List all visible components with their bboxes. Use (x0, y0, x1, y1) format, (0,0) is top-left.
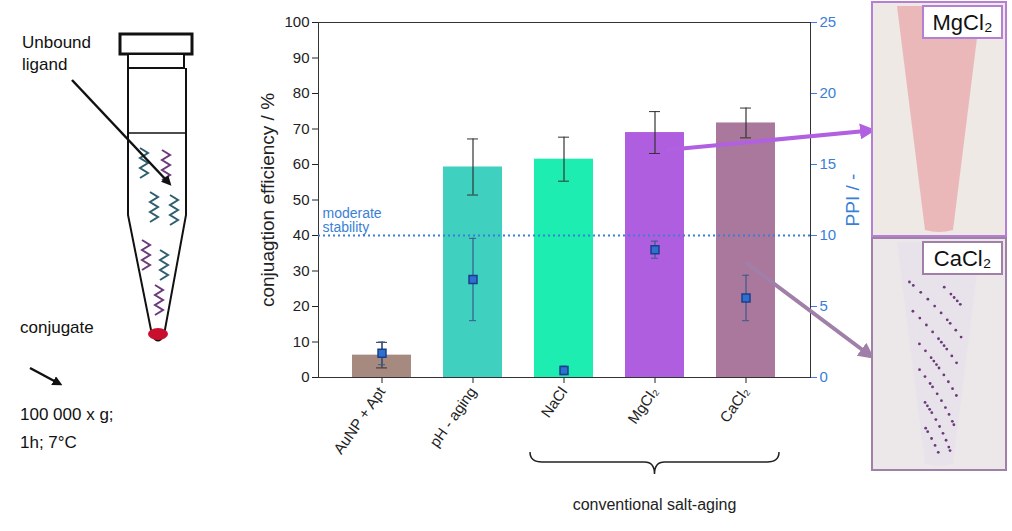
svg-text:MgCl₂: MgCl₂ (933, 10, 993, 35)
svg-text:5: 5 (820, 297, 828, 314)
svg-text:60: 60 (293, 155, 310, 172)
svg-text:90: 90 (293, 49, 310, 66)
svg-text:10: 10 (820, 226, 837, 243)
svg-text:100: 100 (284, 13, 309, 30)
svg-text:CaCl₂: CaCl₂ (716, 383, 752, 425)
svg-text:PPI / -: PPI / - (842, 174, 863, 227)
svg-text:40: 40 (293, 226, 310, 243)
svg-text:100 000 x g;: 100 000 x g; (20, 405, 114, 424)
svg-text:80: 80 (293, 84, 310, 101)
svg-text:AuNP + Apt: AuNP + Apt (330, 383, 389, 457)
svg-text:conventional salt-aging: conventional salt-aging (573, 496, 737, 513)
svg-text:50: 50 (293, 191, 310, 208)
svg-text:0: 0 (820, 368, 828, 385)
svg-text:NaCl: NaCl (537, 384, 570, 421)
svg-text:CaCl₂: CaCl₂ (934, 246, 991, 271)
svg-text:25: 25 (820, 13, 837, 30)
svg-text:1h; 7°C: 1h; 7°C (20, 433, 77, 452)
svg-text:20: 20 (293, 297, 310, 314)
svg-text:10: 10 (293, 333, 310, 350)
svg-text:30: 30 (293, 262, 310, 279)
svg-text:70: 70 (293, 120, 310, 137)
svg-text:pH - aging: pH - aging (426, 384, 480, 450)
svg-text:conjuagtion efficiency / %: conjuagtion efficiency / % (257, 93, 278, 307)
svg-text:conjugate: conjugate (20, 318, 94, 337)
svg-text:0: 0 (301, 368, 309, 385)
svg-text:MgCl₂: MgCl₂ (624, 383, 661, 426)
svg-text:15: 15 (820, 155, 837, 172)
svg-text:20: 20 (820, 84, 837, 101)
svg-text:Unboundligand: Unboundligand (22, 33, 91, 74)
svg-text:moderatestability: moderatestability (323, 205, 382, 235)
